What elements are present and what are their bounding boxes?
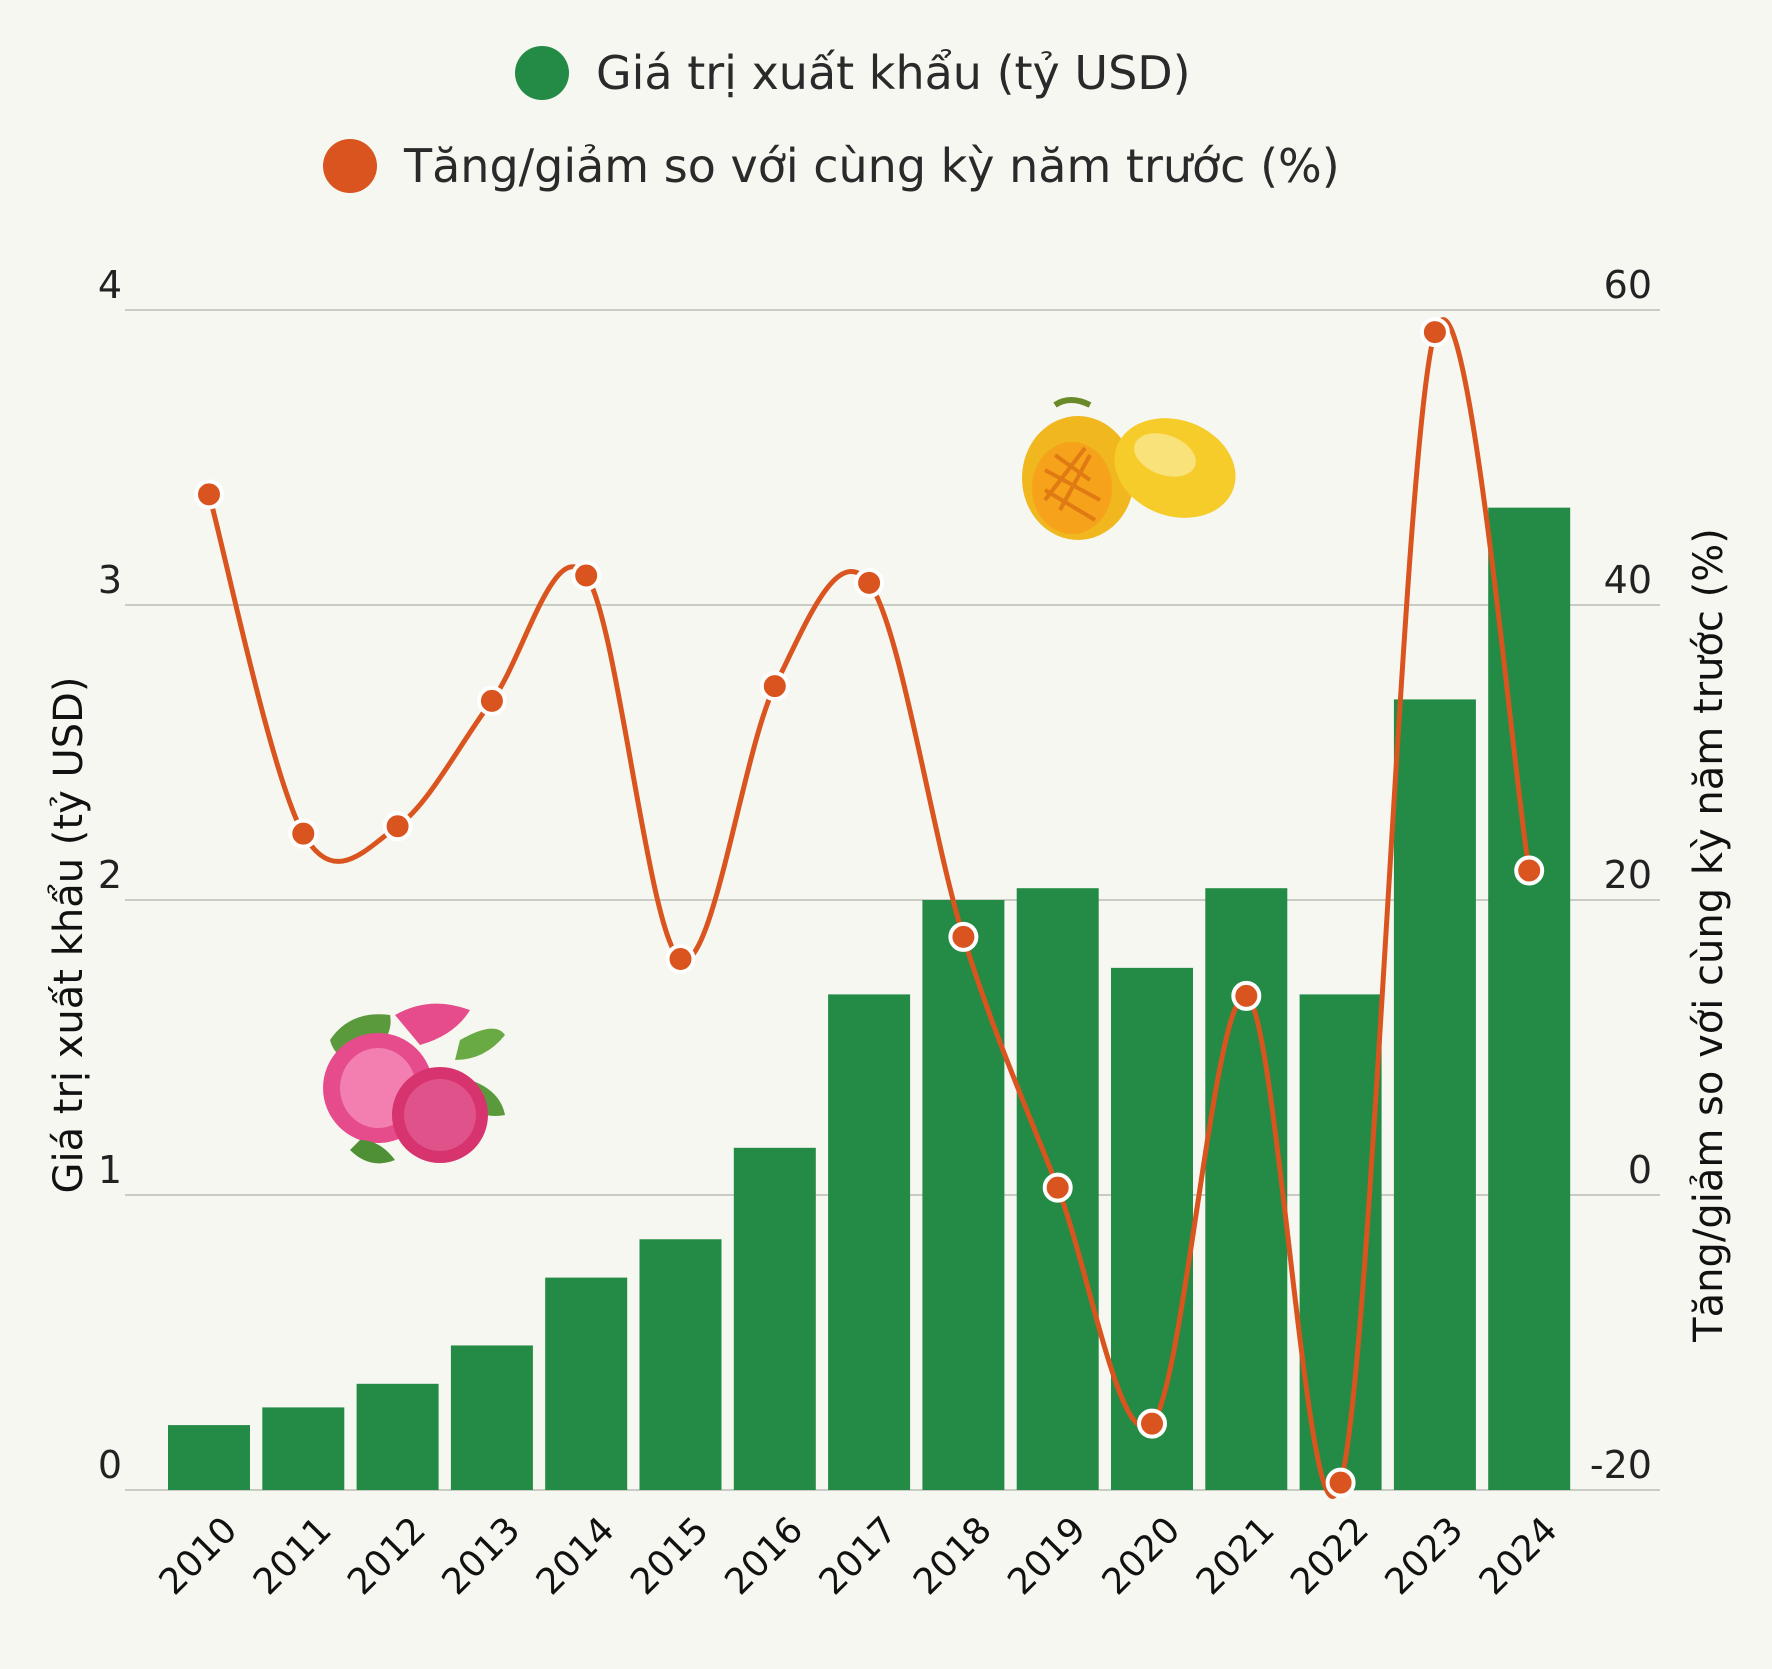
y2-tick-label: 60	[1604, 263, 1652, 307]
x-tick-label: 2012	[340, 1509, 434, 1603]
bar	[1205, 888, 1288, 1490]
y2-tick-label: 0	[1628, 1148, 1652, 1192]
x-tick-label: 2020	[1095, 1509, 1189, 1603]
legend-bar-label: Giá trị xuất khẩu (tỷ USD)	[596, 46, 1191, 100]
legend-bar-swatch	[515, 46, 569, 100]
y2-tick-label: -20	[1590, 1443, 1652, 1487]
bar	[639, 1239, 722, 1490]
x-tick-label: 2013	[434, 1509, 528, 1603]
legend-line-label: Tăng/giảm so với cùng kỳ năm trước (%)	[403, 139, 1340, 193]
line-series	[194, 317, 1545, 1499]
right-axis-ticks: -20 0 20 40 60	[1590, 263, 1652, 1487]
bar	[450, 1345, 533, 1490]
y2-tick-label: 40	[1604, 558, 1652, 602]
line-point	[1231, 980, 1262, 1011]
x-axis-ticks: 2010 2011 2012 2013 2014 2015 2016 2017 2018 2019…	[152, 1509, 1566, 1603]
legend-line-swatch	[323, 139, 377, 193]
line-point	[288, 818, 319, 849]
x-tick-label: 2021	[1189, 1509, 1283, 1603]
x-tick-label: 2024	[1472, 1509, 1566, 1603]
y2-tick-label: 20	[1604, 853, 1652, 897]
bar	[168, 1425, 250, 1490]
line-point	[948, 921, 979, 952]
bar	[922, 900, 1005, 1490]
x-tick-label: 2018	[906, 1509, 1000, 1603]
x-tick-label: 2014	[529, 1509, 623, 1603]
bar-series	[168, 507, 1571, 1490]
x-tick-label: 2023	[1377, 1509, 1471, 1603]
line-point	[759, 671, 790, 702]
left-axis-ticks: 0 1 2 3 4	[98, 263, 122, 1487]
line-point	[382, 811, 413, 842]
bar	[356, 1383, 439, 1490]
line-point	[854, 567, 885, 598]
line-point	[476, 685, 507, 716]
bar	[828, 994, 911, 1490]
x-tick-label: 2022	[1283, 1509, 1377, 1603]
x-tick-label: 2016	[717, 1509, 811, 1603]
x-tick-label: 2015	[623, 1509, 717, 1603]
y-tick-label: 2	[98, 853, 122, 897]
x-tick-label: 2017	[812, 1509, 906, 1603]
bar	[1488, 507, 1571, 1490]
line-point	[571, 560, 602, 591]
line-point	[1419, 317, 1450, 348]
y2-axis-title: Tăng/giảm so với cùng kỳ năm trước (%)	[1686, 528, 1732, 1343]
line-point	[1514, 855, 1545, 886]
x-tick-label: 2019	[1000, 1509, 1094, 1603]
y-axis-title: Giá trị xuất khẩu (tỷ USD)	[46, 676, 92, 1193]
x-tick-label: 2010	[152, 1509, 246, 1603]
dragon-fruit-image	[323, 1003, 505, 1164]
legend: Giá trị xuất khẩu (tỷ USD) Tăng/giảm so …	[323, 46, 1340, 193]
mango-image	[1022, 397, 1236, 540]
line-point	[1042, 1172, 1073, 1203]
y-tick-label: 3	[98, 558, 122, 602]
bar	[733, 1147, 816, 1490]
bar	[262, 1407, 345, 1490]
bar	[545, 1277, 628, 1490]
y-tick-label: 0	[98, 1443, 122, 1487]
line-point	[665, 944, 696, 974]
line-point	[1325, 1467, 1356, 1498]
line-point	[1137, 1408, 1167, 1439]
y-tick-label: 4	[98, 263, 122, 307]
y-tick-label: 1	[98, 1148, 122, 1192]
line-point	[194, 479, 224, 510]
x-tick-label: 2011	[246, 1509, 340, 1603]
bar	[1393, 699, 1476, 1490]
